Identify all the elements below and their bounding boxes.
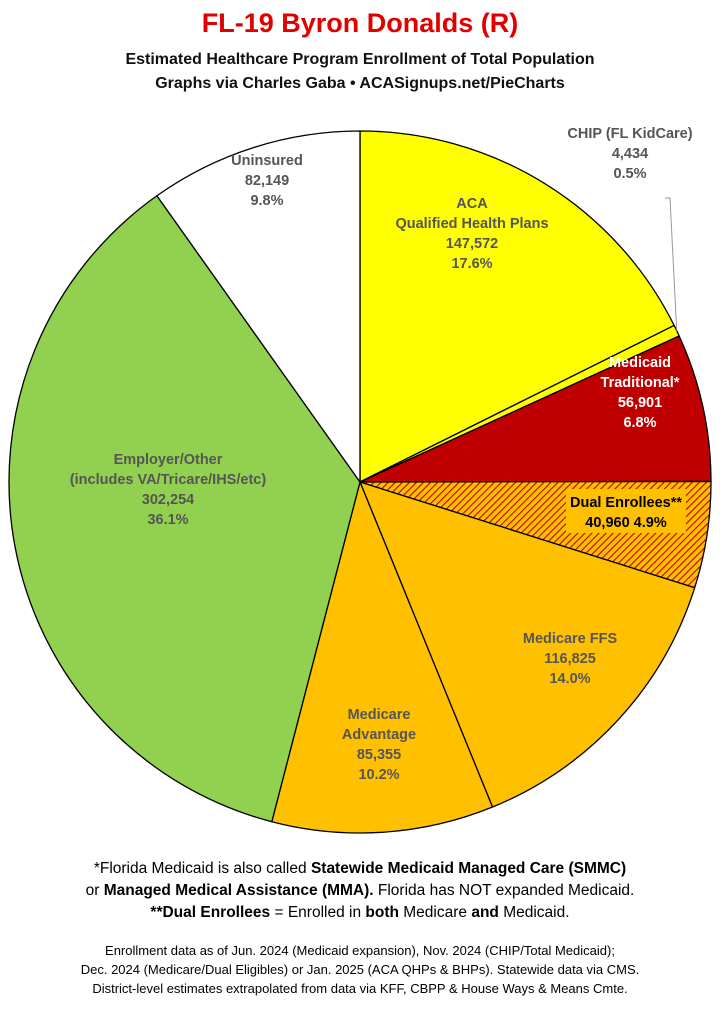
slice-label-percent: 9.8% xyxy=(250,193,283,209)
slice-label-value: 56,901 xyxy=(618,395,662,411)
chart-title: FL-19 Byron Donalds (R) xyxy=(201,8,519,38)
footnote-medicaid-names: *Florida Medicaid is also called Statewi… xyxy=(0,860,720,878)
footnote-text-run: or xyxy=(85,882,104,899)
slice-label-name: Dual Enrollees** xyxy=(570,495,682,511)
slice-label-name: ACA xyxy=(456,196,488,212)
pie-slice-0 xyxy=(359,130,675,483)
footnote-text-run: Florida has NOT expanded Medicaid. xyxy=(373,882,635,899)
pie-slice-4 xyxy=(359,481,696,808)
source-note-3: District-level estimates extrapolated fr… xyxy=(92,981,628,996)
pie-slice-5 xyxy=(271,481,494,834)
slice-label-value: 147,572 xyxy=(446,236,498,252)
pie-slice-7 xyxy=(156,130,361,483)
slice-label-percent: 6.8% xyxy=(623,415,656,431)
footnote-text-run: both xyxy=(365,904,399,921)
slice-label-value: 85,355 xyxy=(357,747,401,763)
slice-label-name: Medicare xyxy=(348,707,411,723)
pie-slice-6 xyxy=(8,195,361,823)
footnote-text-run: Statewide Medicaid Managed Care (SMMC) xyxy=(310,860,627,877)
footnote-dual-enrollees: **Dual Enrollees = Enrolled in both Medi… xyxy=(0,904,720,922)
slice-label-name: Qualified Health Plans xyxy=(395,216,548,232)
footnote-text-run: and xyxy=(471,904,499,921)
footnote-text-run: Medicaid. xyxy=(498,904,570,921)
slice-label-percent: 36.1% xyxy=(147,512,188,528)
slice-label-value: 116,825 xyxy=(544,651,596,667)
pie-slice-2 xyxy=(359,335,712,483)
footnote-text-run: *Florida Medicaid is also called xyxy=(93,860,311,877)
slice-label-name: Uninsured xyxy=(231,153,303,169)
slice-label-value: 82,149 xyxy=(245,173,289,189)
footnote-text-run: Managed Medical Assistance (MMA). xyxy=(103,882,374,899)
pie-chart: ACA Qualified Health Plans 147,572 17.6% CHI… xyxy=(8,126,712,834)
slice-label-name: Employer/Other xyxy=(114,452,223,468)
slice-label-percent: 14.0% xyxy=(549,671,590,687)
slice-label-percent: 10.2% xyxy=(358,767,399,783)
footnote-text-run: Medicare xyxy=(398,904,472,921)
slice-label-name: (includes VA/Tricare/IHS/etc) xyxy=(70,472,267,488)
source-note-1: Enrollment data as of Jun. 2024 (Medicai… xyxy=(105,943,615,958)
slice-label-value: 302,254 xyxy=(142,492,194,508)
slice-label-name: CHIP (FL KidCare) xyxy=(567,126,692,142)
chart-credit: Graphs via Charles Gaba • ACASignups.net… xyxy=(155,75,565,92)
slice-label-value: 4,434 xyxy=(612,146,648,162)
slice-label-name: Medicaid xyxy=(609,355,671,371)
footnote-text-run: = Enrolled in xyxy=(270,904,366,921)
slice-label-percent: 17.6% xyxy=(451,256,492,272)
dual-enrollees-label-box xyxy=(566,489,686,533)
slice-label-name: Medicare FFS xyxy=(523,631,618,647)
chip-leader-line xyxy=(665,197,678,331)
chart-subtitle: Estimated Healthcare Program Enrollment … xyxy=(125,51,595,68)
slice-label-percent: 0.5% xyxy=(613,166,646,182)
slice-label-name: Traditional* xyxy=(601,375,680,391)
slice-label-name: Advantage xyxy=(342,727,416,743)
source-note-2: Dec. 2024 (Medicare/Dual Eligibles) or J… xyxy=(80,962,640,977)
slice-label-value: 40,960 4.9% xyxy=(585,515,667,531)
footnote-mma: or Managed Medical Assistance (MMA). Flo… xyxy=(0,882,720,900)
footnote-text-run: **Dual Enrollees xyxy=(150,904,271,921)
